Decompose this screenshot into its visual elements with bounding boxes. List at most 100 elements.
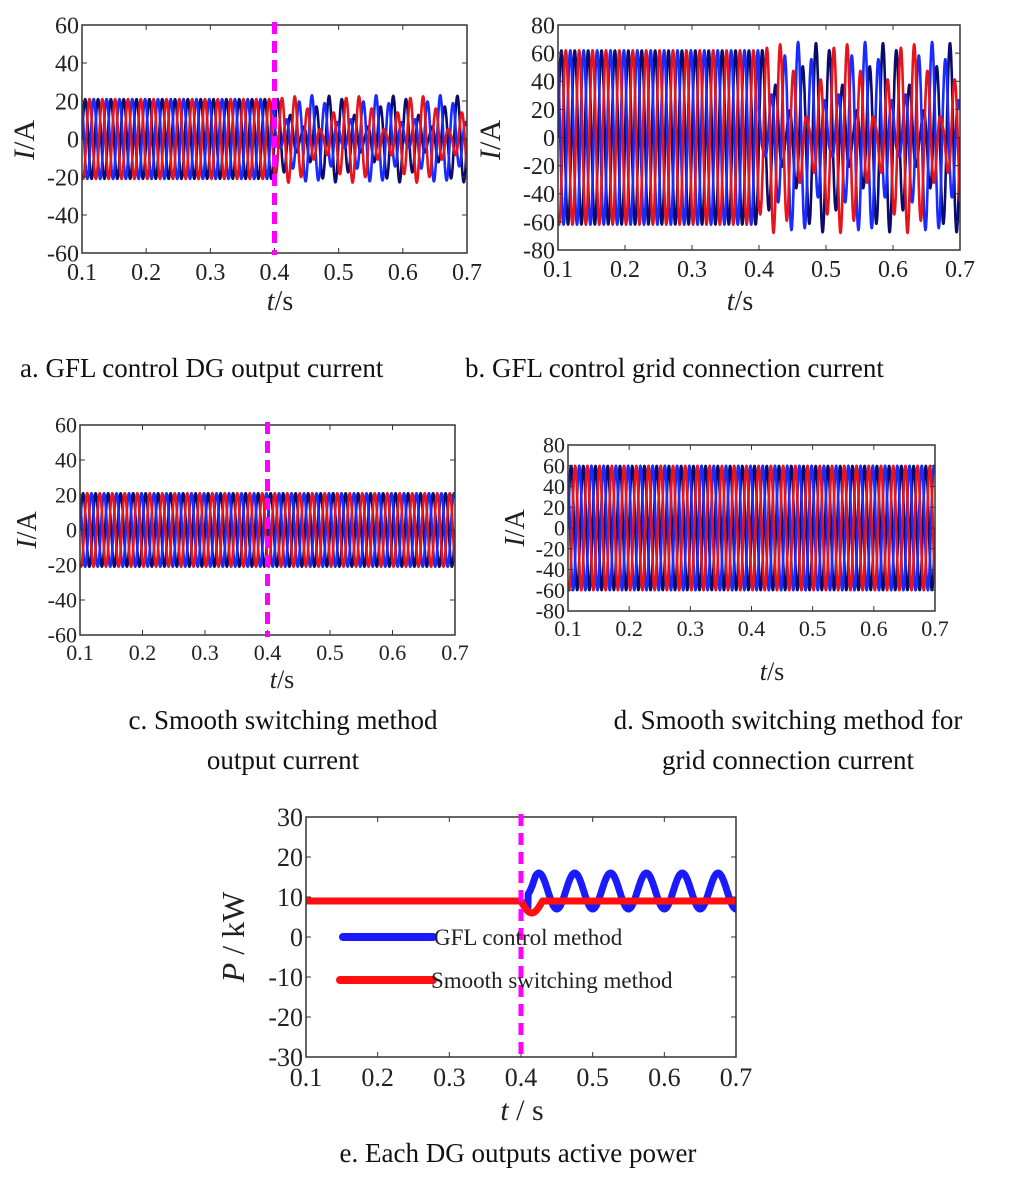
y-tick-label: 20 xyxy=(531,98,555,124)
y-tick-label: 60 xyxy=(531,42,555,68)
y-tick-label: 0 xyxy=(66,518,77,543)
legend-label-2: Smooth switching method xyxy=(431,968,673,993)
y-tick-label: -60 xyxy=(536,578,565,603)
x-axis-label: t/s xyxy=(267,286,293,317)
y-axis-label-var: P xyxy=(215,963,251,984)
x-tick-label: 0.7 xyxy=(452,260,482,286)
y-tick-label: 10 xyxy=(277,883,303,912)
y-axis-label-var: I xyxy=(474,148,507,161)
series-line-3 xyxy=(568,464,935,592)
x-axis-label-var: t xyxy=(500,1094,509,1127)
y-axis-label: P / kW xyxy=(215,891,251,983)
x-tick-label: 0.2 xyxy=(131,260,161,286)
y-tick-label: -80 xyxy=(536,599,565,624)
x-tick-label: 0.2 xyxy=(610,257,640,283)
x-axis-label: t / s xyxy=(500,1094,543,1127)
series-line-1 xyxy=(80,492,455,568)
x-axis-label-var: t xyxy=(727,286,736,317)
x-tick-label: 0.3 xyxy=(195,260,225,286)
y-axis-label-unit: /A xyxy=(500,509,531,538)
y-tick-label: -20 xyxy=(48,553,77,578)
y-tick-label: 30 xyxy=(277,803,303,832)
y-tick-label: -40 xyxy=(536,557,565,582)
x-tick-label: 0.6 xyxy=(648,1063,681,1092)
x-axis-label-unit: /s xyxy=(767,657,784,686)
caption-d: d. Smooth switching method for grid conne… xyxy=(578,700,998,780)
legend-label-1: GFL control method xyxy=(434,925,623,950)
y-tick-label: 20 xyxy=(277,843,303,872)
x-axis-label: t/s xyxy=(270,665,295,694)
x-tick-label: 0.3 xyxy=(191,640,219,665)
series-line-3 xyxy=(82,95,467,184)
y-tick-label: -20 xyxy=(268,1003,303,1032)
series-line-3 xyxy=(558,43,960,235)
y-tick-label: 0 xyxy=(290,923,303,952)
x-axis-label-var: t xyxy=(267,286,276,317)
x-tick-label: 0.4 xyxy=(738,616,766,641)
y-tick-label: -10 xyxy=(268,963,303,992)
x-axis-label: t/s xyxy=(727,286,753,317)
y-tick-label: 0 xyxy=(543,126,555,152)
caption-e: e. Each DG outputs active power xyxy=(268,1138,768,1169)
caption-c-line2: output current xyxy=(206,745,360,775)
x-tick-label: 0.1 xyxy=(66,640,94,665)
y-tick-label: -20 xyxy=(523,154,555,180)
y-axis-label-unit: /A xyxy=(12,511,43,540)
y-tick-label: 80 xyxy=(531,13,555,39)
series-line-1 xyxy=(558,41,960,234)
x-tick-label: 0.7 xyxy=(945,257,975,283)
y-axis-label: I/A xyxy=(500,509,531,548)
y-axis-label: I/A xyxy=(8,120,41,161)
caption-b: b. GFL control grid connection current xyxy=(465,353,884,384)
x-axis-label-var: t xyxy=(760,657,768,686)
y-tick-label: -20 xyxy=(536,536,565,561)
y-tick-label: 80 xyxy=(543,433,565,458)
x-tick-label: 0.2 xyxy=(615,616,643,641)
x-tick-label: 0.3 xyxy=(433,1063,466,1092)
y-tick-label: 20 xyxy=(543,495,565,520)
y-tick-label: -40 xyxy=(523,182,555,208)
y-tick-label: 0 xyxy=(554,516,565,541)
y-tick-label: -40 xyxy=(47,203,79,229)
caption-b-line1: b. GFL control grid connection current xyxy=(465,353,884,383)
x-tick-label: 0.5 xyxy=(811,257,841,283)
y-tick-label: 40 xyxy=(543,474,565,499)
y-tick-label: -30 xyxy=(268,1043,303,1072)
x-tick-label: 0.4 xyxy=(260,260,290,286)
y-tick-label: 0 xyxy=(67,127,79,153)
y-axis-label-unit: /A xyxy=(474,120,507,150)
x-tick-label: 0.4 xyxy=(744,257,774,283)
x-tick-label: 0.2 xyxy=(361,1063,394,1092)
x-tick-label: 0.2 xyxy=(129,640,157,665)
x-tick-label: 0.1 xyxy=(554,616,582,641)
x-tick-label: 0.3 xyxy=(677,257,707,283)
x-tick-label: 0.6 xyxy=(379,640,407,665)
caption-e-line1: e. Each DG outputs active power xyxy=(339,1138,697,1168)
x-tick-label: 0.3 xyxy=(677,616,705,641)
y-tick-label: 20 xyxy=(55,89,79,115)
x-tick-label: 0.4 xyxy=(505,1063,538,1092)
x-tick-label: 0.1 xyxy=(290,1063,323,1092)
y-tick-label: 60 xyxy=(55,413,77,438)
caption-a-line1: a. GFL control DG output current xyxy=(20,353,384,383)
caption-d-line2: grid connection current xyxy=(662,745,914,775)
x-tick-label: 0.6 xyxy=(878,257,908,283)
plot-d: 0.1 0.2 0.3 0.4 0.5 0.6 0.7 806040200-20-40-60-… xyxy=(500,433,949,686)
y-tick-label: 20 xyxy=(55,483,77,508)
x-tick-label: 0.7 xyxy=(441,640,469,665)
y-tick-label: -20 xyxy=(47,165,79,191)
y-axis-label-unit: / kW xyxy=(215,891,251,963)
x-tick-label: 0.5 xyxy=(799,616,827,641)
y-axis-label: I/A xyxy=(474,120,507,161)
x-axis-label: t/s xyxy=(760,657,785,686)
y-tick-label: -80 xyxy=(523,238,555,264)
x-axis-label-var: t xyxy=(270,665,278,694)
caption-c-line1: c. Smooth switching method xyxy=(128,705,438,735)
caption-d-line1: d. Smooth switching method for xyxy=(613,705,963,735)
x-axis-label-unit: / s xyxy=(509,1094,544,1127)
y-tick-label: -60 xyxy=(48,623,77,648)
caption-a: a. GFL control DG output current xyxy=(20,353,383,384)
x-tick-label: 0.5 xyxy=(324,260,354,286)
